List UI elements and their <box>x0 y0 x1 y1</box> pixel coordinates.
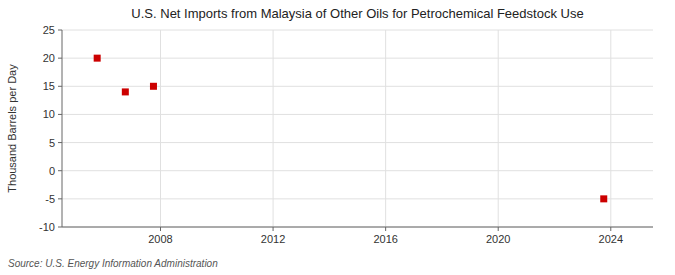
y-grid-line <box>62 58 653 59</box>
x-tick <box>498 227 499 231</box>
y-tick <box>58 198 62 199</box>
y-tick-label: -5 <box>45 193 55 205</box>
x-tick-label: 2008 <box>148 233 172 245</box>
y-tick-label: -10 <box>39 221 55 233</box>
plot-background <box>62 30 653 227</box>
y-grid-line <box>62 142 653 143</box>
x-axis-line <box>62 227 653 228</box>
y-grid-line <box>62 114 653 115</box>
x-tick-label: 2024 <box>599 233 623 245</box>
x-grid-line <box>498 30 499 227</box>
y-tick-label: 15 <box>43 80 55 92</box>
data-point <box>600 195 607 202</box>
x-grid-line <box>273 30 274 227</box>
source-note: Source: U.S. Energy Information Administ… <box>8 258 218 269</box>
x-grid-line <box>385 30 386 227</box>
y-axis-label: Thousand Barrels per Day <box>6 64 18 193</box>
data-point <box>150 83 157 90</box>
x-tick <box>610 227 611 231</box>
points <box>94 55 608 203</box>
chart-title: U.S. Net Imports from Malaysia of Other … <box>131 6 583 21</box>
x-tick-label: 2016 <box>373 233 397 245</box>
y-tick-label: 25 <box>43 24 55 36</box>
x-grid-line <box>160 30 161 227</box>
x-tick <box>385 227 386 231</box>
y-tick <box>58 58 62 59</box>
y-tick <box>58 30 62 31</box>
y-grid-line <box>62 170 653 171</box>
axes: 2008 2012 2016 2020 2024 -10 -5 0 5 10 15 20 25 <box>39 24 653 245</box>
y-grid-line <box>62 30 653 31</box>
data-point <box>122 88 129 95</box>
y-tick <box>58 142 62 143</box>
data-point <box>94 55 101 62</box>
x-tick <box>273 227 274 231</box>
y-tick <box>58 86 62 87</box>
grid <box>62 30 653 227</box>
x-tick-label: 2020 <box>486 233 510 245</box>
y-tick-label: 20 <box>43 52 55 64</box>
y-tick-label: 10 <box>43 108 55 120</box>
y-tick <box>58 114 62 115</box>
x-grid-line <box>610 30 611 227</box>
y-tick <box>58 170 62 171</box>
y-grid-line <box>62 198 653 199</box>
chart-svg: 2008 2012 2016 2020 2024 -10 -5 0 5 10 15 20 25 Thous… <box>0 0 675 275</box>
chart-container: 2008 2012 2016 2020 2024 -10 -5 0 5 10 15 20 25 Thous… <box>0 0 675 275</box>
y-tick-label: 0 <box>49 165 55 177</box>
x-tick-label: 2012 <box>261 233 285 245</box>
y-tick <box>58 227 62 228</box>
y-axis-line <box>62 30 63 227</box>
y-tick-label: 5 <box>49 137 55 149</box>
x-tick <box>160 227 161 231</box>
y-grid-line <box>62 227 653 228</box>
